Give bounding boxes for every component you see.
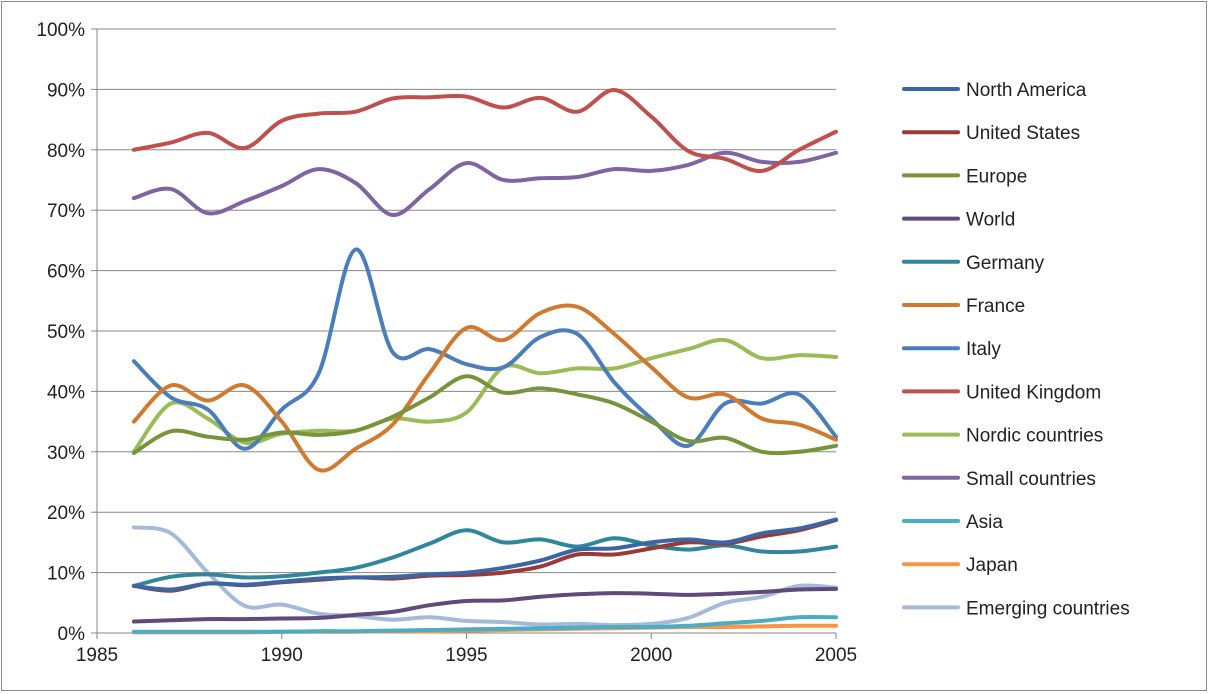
series-line-world [131, 586, 838, 624]
y-tick-label: 100% [36, 20, 85, 41]
series-line-united-states [131, 518, 838, 593]
y-tick-label: 0% [58, 624, 86, 645]
legend-label-europe: Europe [966, 166, 1027, 187]
legend-label-world: World [966, 210, 1015, 231]
y-tick-label: 30% [47, 443, 85, 464]
legend-label-france: France [966, 296, 1025, 317]
legend-label-italy: Italy [966, 339, 1001, 360]
axes [91, 28, 837, 639]
y-tick-labels: 0% 10% 20% 30% 40% 50% 60% 70% 80% 90% 100% [36, 20, 85, 645]
y-tick-label: 50% [47, 322, 85, 343]
y-tick-label: 80% [47, 141, 85, 162]
series-line-europe [131, 374, 838, 456]
legend-label-united-kingdom: United Kingdom [966, 382, 1101, 403]
legend-label-asia: Asia [966, 512, 1003, 533]
legend-label-small-countries: Small countries [966, 469, 1096, 490]
y-tick-label: 60% [47, 262, 85, 283]
y-tick-label: 20% [47, 503, 85, 524]
y-tick-label: 40% [47, 382, 85, 403]
series-line-germany [131, 528, 838, 588]
gridlines [97, 28, 836, 574]
series-line-nordic-countries [131, 337, 838, 454]
x-tick-labels: 1985 1990 1995 2000 2005 [76, 645, 857, 666]
x-tick-label: 1985 [76, 645, 118, 666]
legend-label-north-america: North America [966, 80, 1087, 101]
x-tick-label: 2005 [815, 645, 857, 666]
x-tick-label: 1995 [445, 645, 487, 666]
series-line-small-countries [131, 150, 838, 217]
series-lines [131, 88, 838, 635]
series-line-north-america [131, 517, 838, 592]
x-tick-label: 2000 [630, 645, 672, 666]
series-line-asia [131, 615, 838, 634]
legend-label-nordic-countries: Nordic countries [966, 426, 1103, 447]
y-tick-label: 70% [47, 201, 85, 222]
series-line-united-kingdom [131, 88, 838, 173]
x-tick-label: 1990 [261, 645, 303, 666]
series-line-france [131, 303, 838, 473]
legend-label-germany: Germany [966, 253, 1045, 274]
legend-label-united-states: United States [966, 123, 1080, 144]
legend-label-emerging-countries: Emerging countries [966, 598, 1130, 619]
y-tick-label: 90% [47, 80, 85, 101]
series-line-emerging-countries [131, 525, 838, 628]
legend-label-japan: Japan [966, 555, 1018, 576]
y-tick-label: 10% [47, 564, 85, 585]
series-line-italy [131, 247, 838, 451]
legend: North America United States Europe World Ger… [902, 80, 1130, 619]
